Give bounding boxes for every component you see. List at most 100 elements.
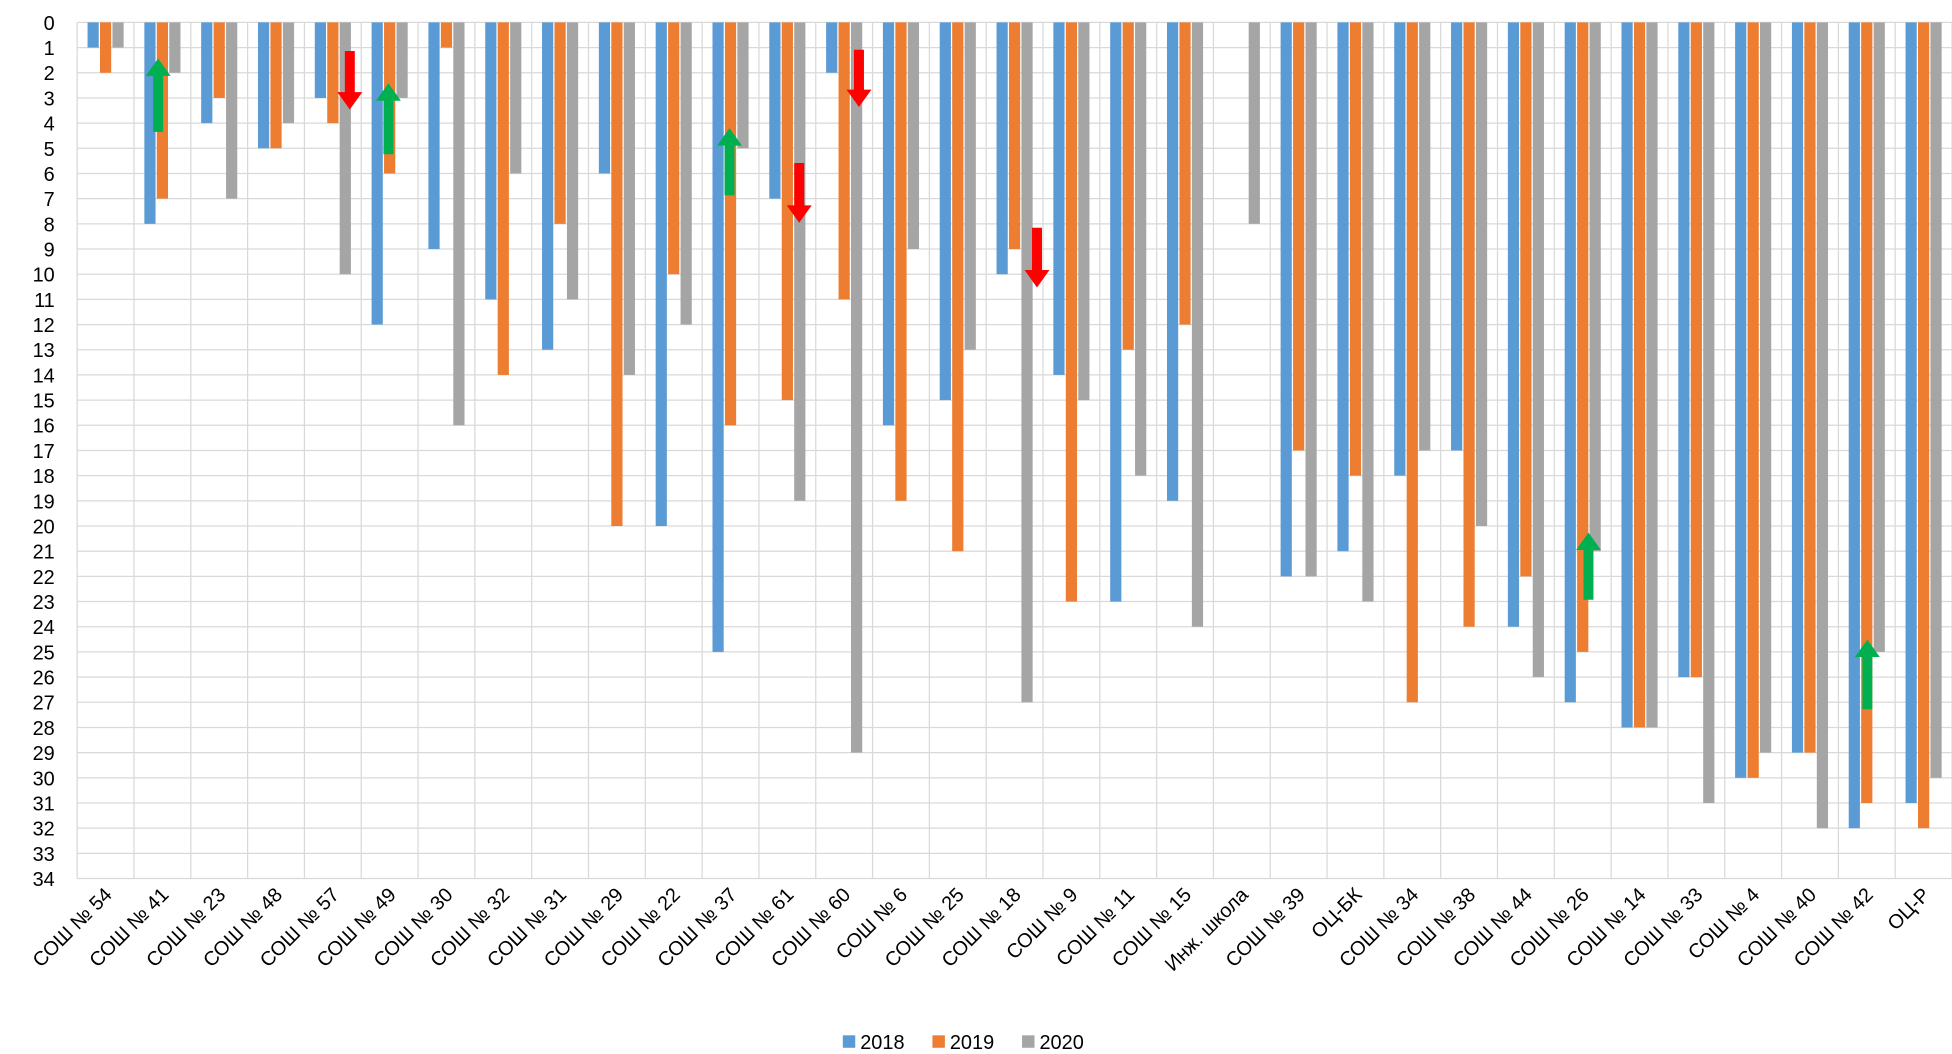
bar — [485, 22, 497, 300]
bar — [939, 22, 951, 401]
y-tick-label: 2 — [44, 63, 55, 85]
bar — [680, 22, 692, 325]
bar — [826, 22, 838, 73]
bar — [1930, 22, 1942, 778]
y-tick-label: 9 — [44, 239, 55, 261]
arrow — [1854, 639, 1880, 710]
bar — [611, 22, 623, 527]
y-tick-label: 10 — [33, 265, 55, 287]
arrow — [337, 51, 363, 110]
bar — [1166, 22, 1179, 501]
bar — [112, 22, 124, 48]
bar — [327, 22, 339, 124]
bar — [1191, 22, 1204, 627]
bar — [964, 22, 976, 350]
bar — [1577, 22, 1589, 652]
y-tick-label: 25 — [33, 642, 55, 664]
y-tick-label: 11 — [34, 290, 55, 312]
y-tick-label: 15 — [33, 391, 55, 413]
legend-label: 2020 — [1039, 1032, 1083, 1054]
bar — [996, 22, 1008, 275]
bar — [1280, 22, 1292, 577]
bar — [99, 22, 112, 73]
bar — [1065, 22, 1078, 602]
y-tick-label: 28 — [33, 718, 55, 740]
bar — [1463, 22, 1475, 627]
bar — [1394, 22, 1406, 476]
bar — [1053, 22, 1065, 375]
bar — [566, 22, 579, 300]
bar — [1021, 22, 1033, 703]
y-tick-label: 31 — [33, 793, 55, 815]
y-tick-label: 12 — [33, 315, 55, 337]
bar — [1905, 22, 1917, 803]
bar — [1507, 22, 1520, 627]
bar — [655, 22, 667, 527]
bar — [510, 22, 522, 174]
bar — [1362, 22, 1374, 602]
y-tick-label: 4 — [44, 114, 55, 136]
bar — [1337, 22, 1349, 552]
bar — [1110, 22, 1122, 602]
bar — [270, 22, 282, 149]
legend-swatch — [842, 1035, 856, 1048]
bar — [1804, 22, 1816, 753]
bar — [1135, 22, 1147, 476]
bar — [1564, 22, 1576, 703]
bar — [851, 22, 863, 753]
bar — [339, 22, 351, 275]
bar — [1349, 22, 1362, 476]
bar — [169, 22, 181, 73]
bar — [794, 22, 806, 501]
bar — [838, 22, 850, 300]
arrow — [846, 49, 872, 108]
bar — [282, 22, 295, 124]
bar — [952, 22, 964, 552]
bar — [1735, 22, 1747, 778]
y-tick-label: 24 — [33, 617, 55, 639]
y-tick-label: 5 — [44, 139, 55, 161]
bar — [201, 22, 213, 124]
bar — [1419, 22, 1431, 451]
bar — [1475, 22, 1488, 527]
y-tick-label: 19 — [33, 491, 55, 513]
y-tick-label: 21 — [33, 542, 55, 564]
bar — [1703, 22, 1715, 803]
y-tick-label: 18 — [33, 466, 55, 488]
bar — [724, 22, 737, 426]
bar — [371, 22, 383, 325]
bar — [1305, 22, 1317, 577]
bar — [1791, 22, 1804, 753]
y-tick-label: 29 — [33, 743, 55, 765]
y-tick-label: 14 — [33, 365, 55, 387]
y-tick-label: 6 — [44, 164, 55, 186]
bar — [314, 22, 326, 98]
bar — [144, 22, 156, 224]
bar — [1621, 22, 1633, 728]
legend-label: 2018 — [860, 1032, 904, 1054]
arrow — [145, 58, 171, 132]
bar — [1873, 22, 1885, 652]
bar — [1633, 22, 1646, 728]
bar — [1248, 22, 1260, 224]
y-tick-label: 3 — [44, 88, 55, 110]
bar — [1122, 22, 1134, 350]
bar — [1532, 22, 1544, 678]
bar — [1078, 22, 1090, 401]
bar — [440, 22, 453, 48]
y-tick-label: 30 — [33, 768, 55, 790]
arrow — [1576, 532, 1601, 600]
legend-swatch — [932, 1035, 945, 1048]
y-tick-label: 23 — [33, 592, 55, 614]
y-tick-label: 16 — [33, 416, 55, 438]
bar — [623, 22, 635, 375]
bar — [598, 22, 611, 174]
annotation-arrows — [145, 49, 1880, 710]
y-tick-label: 8 — [44, 214, 55, 236]
bar — [668, 22, 680, 275]
bar — [1816, 22, 1829, 829]
bar — [1520, 22, 1532, 577]
arrow — [786, 163, 812, 223]
bar — [497, 22, 509, 375]
